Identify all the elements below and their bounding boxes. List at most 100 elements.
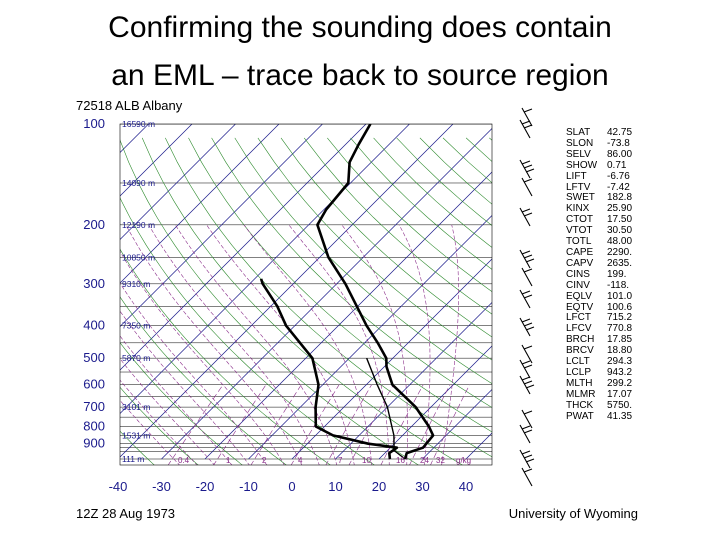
chart-footer-left: 12Z 28 Aug 1973 [76, 506, 175, 521]
wind-barb [521, 467, 533, 487]
index-row: CINV -118. [566, 279, 647, 292]
index-row: VTOT 30.50 [566, 225, 647, 237]
index-row: CTOT 17.50 [566, 214, 647, 226]
index-row: MLMR 17.07 [566, 388, 647, 401]
wind-barb-flag [523, 108, 533, 113]
isotherm-line [120, 124, 236, 240]
plot-frame [119, 123, 493, 466]
mixing-ratio-line [167, 384, 224, 465]
index-key: BRCV [566, 345, 594, 357]
isotherm-line [120, 124, 367, 371]
wind-barb [519, 375, 535, 395]
mixing-ratio-label: 2 [262, 456, 267, 465]
y-tick-label: 800 [83, 419, 105, 434]
index-value: 5750. [607, 399, 633, 411]
height-label: 7350 m [122, 321, 150, 331]
wind-barb [519, 119, 533, 139]
isotherm-line [204, 171, 492, 460]
wind-barb-flag [525, 168, 535, 173]
series-layer [259, 124, 435, 460]
mixing-ratio-label: 10 [362, 456, 371, 465]
slide-title: Confirming the sounding does contain an … [0, 4, 720, 100]
dry-adiabat-line [0, 138, 67, 466]
isotherm-line [248, 215, 492, 460]
y-tick-label: 600 [83, 377, 105, 392]
dry-adiabat-line [120, 197, 375, 465]
wind-barb-shaft [521, 107, 533, 127]
dry-adiabat-line [120, 139, 419, 465]
index-row: EQLV 101.0 [566, 291, 647, 303]
mixing-ratio-line [348, 384, 394, 465]
index-key: LFTV [566, 181, 591, 193]
mixing-ratio-line [409, 384, 451, 465]
x-tick-label: 0 [288, 479, 295, 494]
index-value: -6.76 [607, 170, 630, 182]
mixing-ratio-line [290, 384, 340, 465]
index-key: LCLT [566, 356, 590, 368]
index-row: LFCT 715.2 [566, 313, 647, 324]
index-key: SHOW [566, 159, 598, 171]
wind-barb-flag [521, 120, 531, 125]
index-row: CAPV 2635. [566, 257, 647, 270]
wind-barb-shaft [519, 207, 531, 227]
x-tick-label: -30 [152, 479, 171, 494]
moist-adiabat-line [175, 224, 338, 465]
height-label: 14090 m [122, 178, 155, 188]
index-key: SELV [566, 148, 591, 160]
wind-barb-flag [523, 178, 533, 183]
index-value: 770.8 [607, 323, 633, 335]
index-row: SELV 86.00 [566, 148, 647, 161]
index-row: CINS 199. [566, 269, 647, 281]
wind-barbs [519, 107, 535, 487]
index-value: 17.07 [607, 388, 633, 400]
index-value: 18.80 [607, 345, 633, 357]
wind-barb-flag [523, 254, 533, 259]
y-tick-label: 500 [83, 350, 105, 365]
moist-adiabat-line [120, 310, 250, 465]
moist-adiabat-line [398, 224, 431, 465]
moist-adiabat-line [125, 224, 303, 465]
index-value: 2635. [607, 257, 633, 269]
index-key: MLTH [566, 377, 593, 389]
moist-adiabat-line [206, 224, 355, 465]
mixing-ratio-label: 4 [298, 456, 303, 465]
dry-adiabat-line [350, 137, 492, 270]
wind-barb-shaft [519, 249, 531, 269]
wind-barb-shaft [519, 159, 531, 179]
y-tick-label: 100 [83, 116, 105, 131]
wind-barb-flag [521, 250, 531, 255]
mixing-ratio-line [430, 384, 470, 465]
dry-adiabat-line [188, 137, 492, 433]
mixing-ratio-label: g/kg [456, 456, 471, 465]
wind-barb-flag [521, 425, 531, 430]
parcel-line [366, 357, 406, 460]
wind-barb [519, 424, 533, 444]
dry-adiabat-line [327, 137, 492, 292]
isotherm-line [161, 128, 492, 460]
x-tick-label: 30 [415, 479, 429, 494]
index-value: 17.50 [607, 214, 633, 226]
index-key: TOTL [566, 236, 592, 248]
wind-barb-flag [523, 345, 533, 350]
chart-title: 72518 ALB Albany [76, 98, 183, 113]
index-row: BRCV 18.80 [566, 345, 647, 357]
dry-adiabat-line [120, 430, 155, 465]
index-key: THCK [566, 399, 594, 411]
stability-indices-table: SLAT 42.75 SLON -73.8 SELV 86.00 SHOW 0.71 LIFT -… [566, 127, 647, 422]
index-value: 86.00 [607, 148, 633, 160]
x-tick-label: -10 [239, 479, 258, 494]
wind-barb [521, 177, 533, 197]
index-key: CINV [566, 279, 590, 291]
index-value: -118. [607, 279, 630, 291]
y-tick-label: 900 [83, 436, 105, 451]
wind-barb-shaft [519, 449, 531, 469]
wind-barb-shaft [521, 467, 533, 487]
wind-barb-shaft [519, 375, 531, 395]
dry-adiabat-line [257, 137, 492, 361]
slide-title-line2: an EML – trace back to source region [111, 59, 609, 92]
index-row: SHOW 0.71 [566, 159, 647, 172]
wind-barb-shaft [521, 267, 533, 287]
isotherm-line [335, 302, 492, 460]
moist-adiabat-line [341, 224, 408, 465]
moist-adiabat-line [148, 224, 320, 465]
